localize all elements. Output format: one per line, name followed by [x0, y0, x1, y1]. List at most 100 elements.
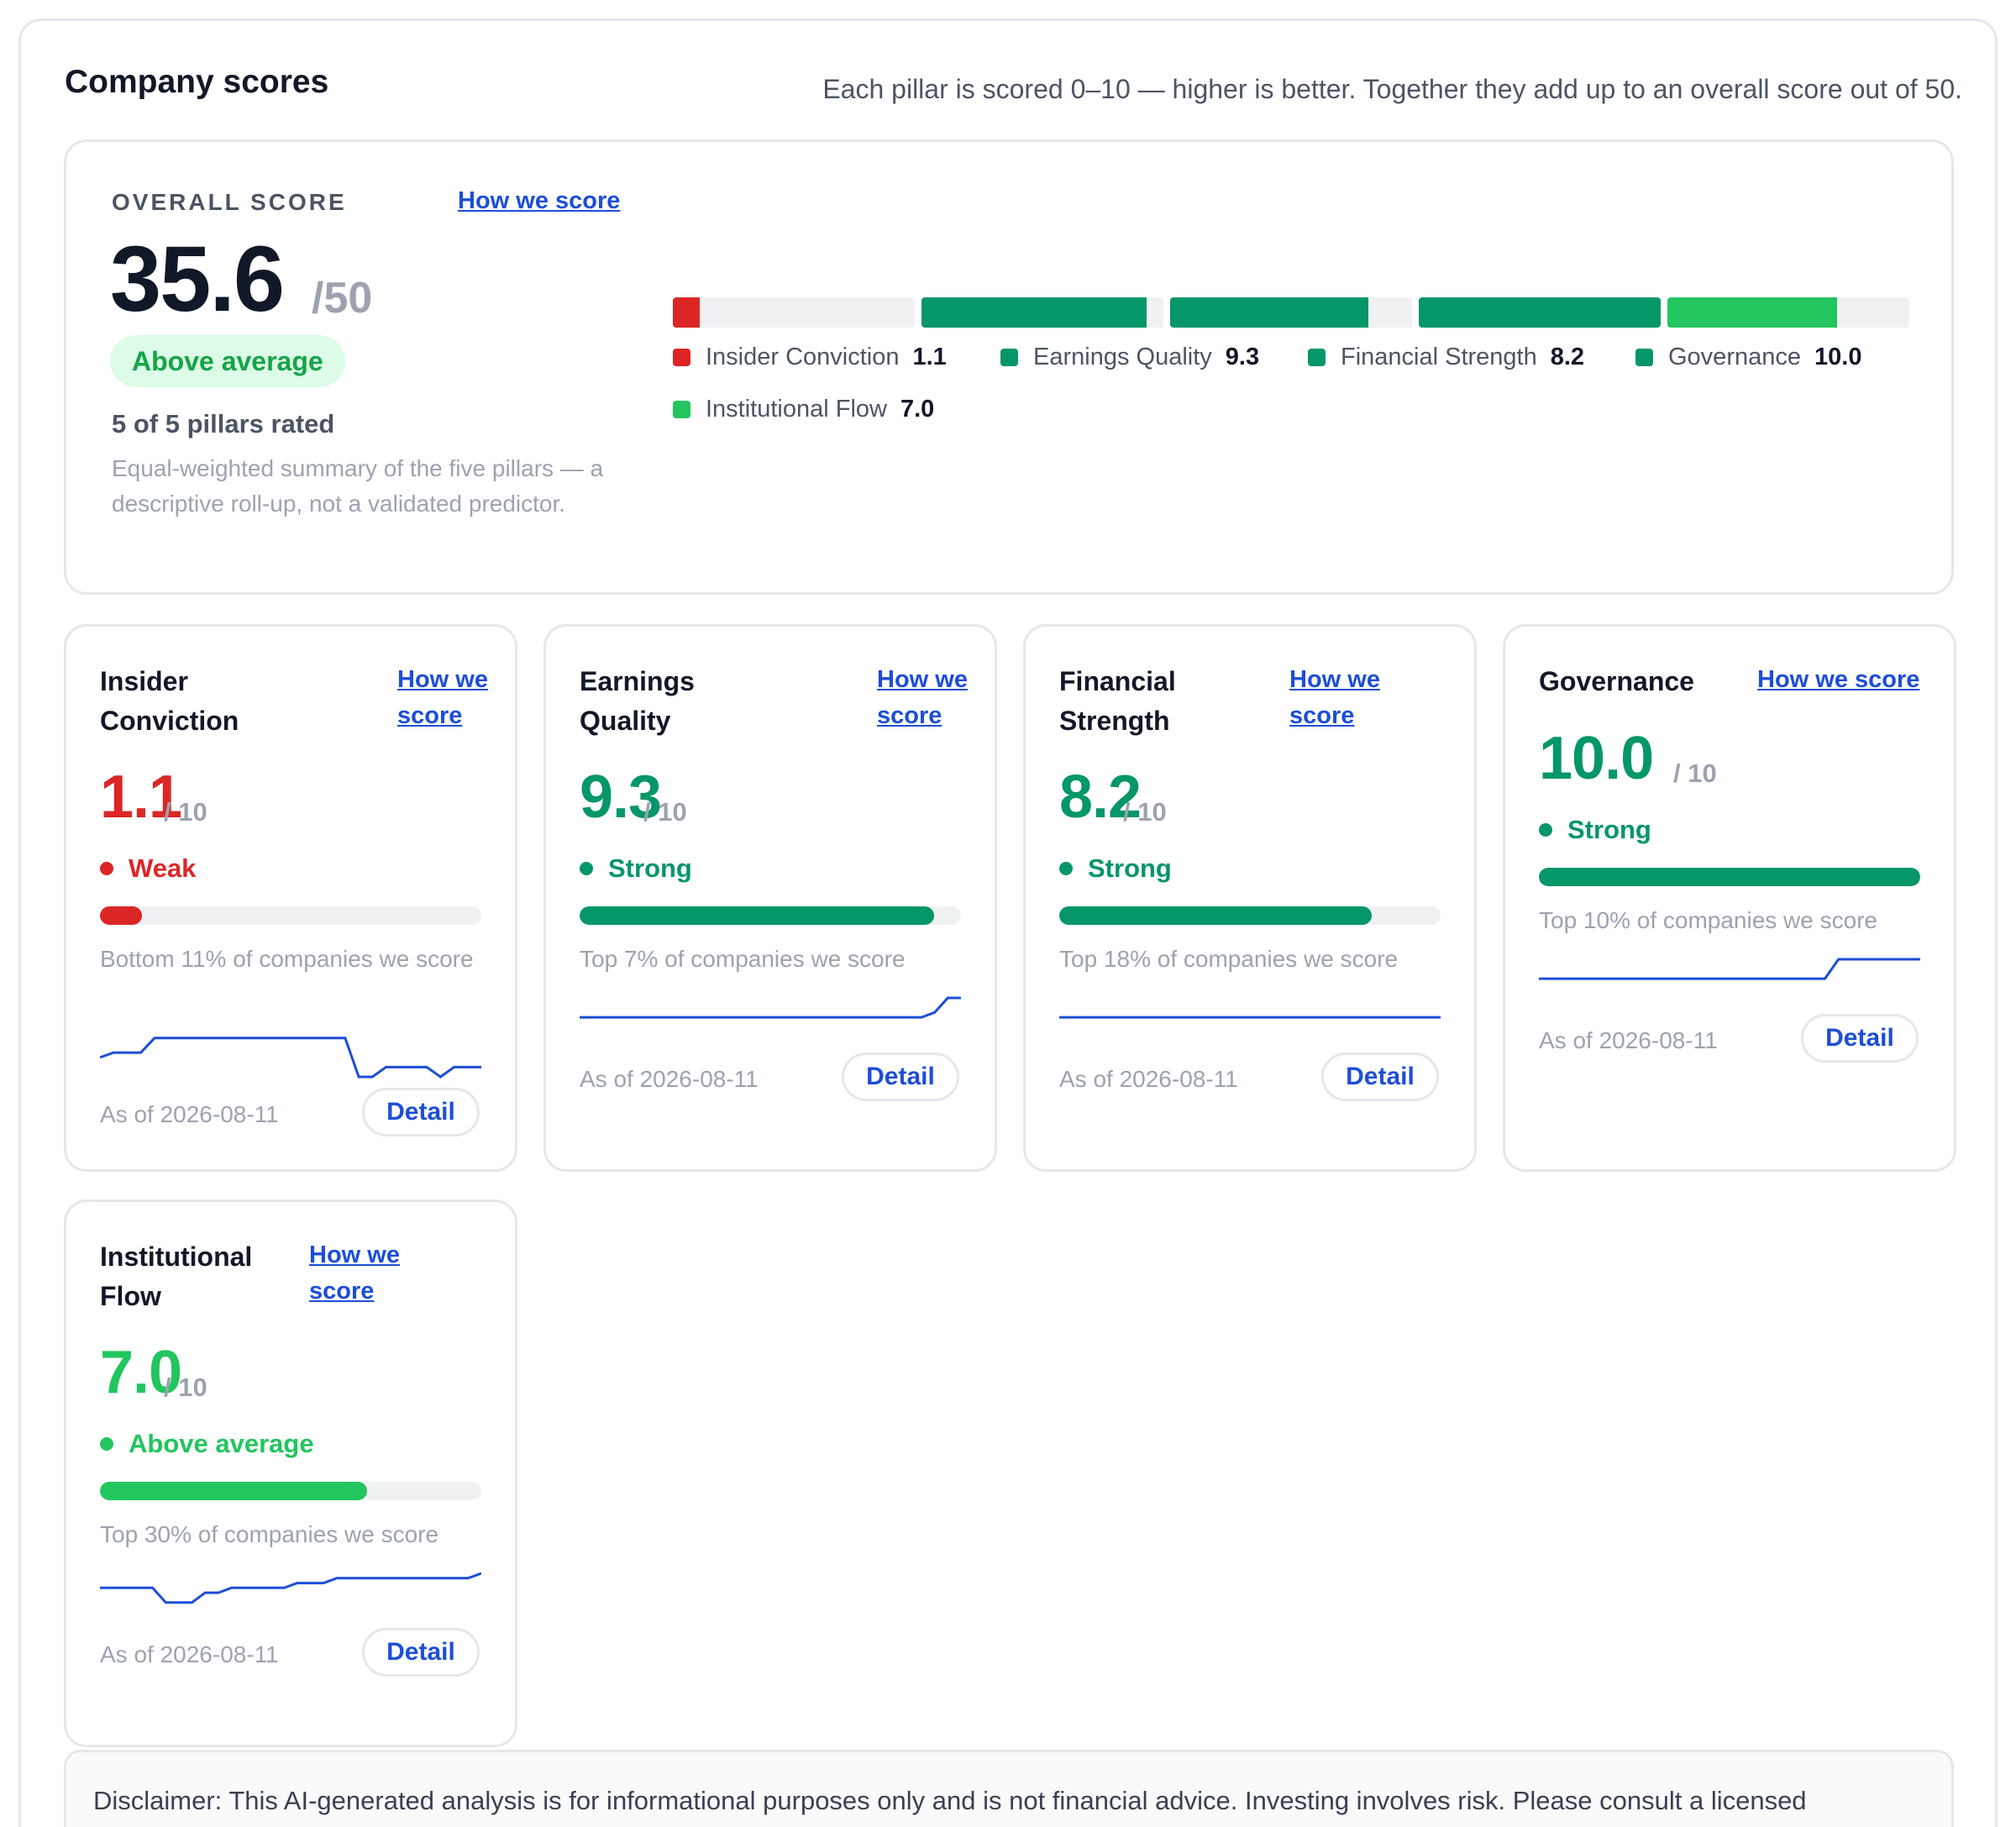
status-label: Strong	[1088, 853, 1172, 883]
pillar-score-max: / 10	[643, 797, 687, 827]
legend-value: 10.0	[1814, 344, 1862, 370]
pillar-as-of-date: As of 2026-08-11	[100, 1101, 279, 1127]
legend-item-institutional-flow: Institutional Flow 7.0	[673, 396, 934, 423]
legend-value: 7.0	[900, 396, 935, 423]
pillar-card-financial-strength: Financial Strength How we score 8.2/ 10 Str…	[1023, 624, 1477, 1172]
legend-item-governance: Governance 10.0	[1635, 344, 1861, 371]
pillar-rank: Top 30% of companies we score	[100, 1521, 439, 1547]
pillar-progress-bar	[100, 1482, 481, 1500]
pillar-progress-bar	[580, 906, 961, 925]
segment-governance	[1419, 297, 1661, 328]
pillar-name: Governance	[1539, 666, 1694, 696]
pillar-status: Above average	[100, 1429, 314, 1459]
pillar-progress-fill	[100, 1482, 367, 1500]
legend-label: Institutional Flow	[706, 396, 887, 423]
segment-fill-insider-conviction	[673, 297, 700, 328]
status-dot	[580, 862, 593, 875]
pillar-name: Earnings Quality	[580, 666, 695, 736]
pillar-score-max: / 10	[164, 1373, 207, 1402]
pillar-as-of-date: As of 2026-08-11	[580, 1066, 759, 1092]
legend-item-financial-strength: Financial Strength 8.2	[1308, 344, 1584, 371]
pillar-progress-fill	[1539, 868, 1920, 886]
legend-value: 1.1	[912, 344, 947, 370]
disclaimer-text: Disclaimer: This AI-generated analysis i…	[93, 1786, 1807, 1815]
status-dot	[1539, 823, 1552, 837]
segment-fill-governance	[1419, 297, 1661, 328]
overall-status-badge: Above average	[110, 335, 345, 387]
status-label: Strong	[608, 853, 692, 883]
status-label: Weak	[129, 853, 197, 883]
disclaimer-box: Disclaimer: This AI-generated analysis i…	[64, 1750, 1954, 1827]
segment-fill-institutional-flow	[1667, 297, 1837, 328]
legend-swatch	[1308, 349, 1326, 366]
how-we-score-link[interactable]: How we score	[1289, 666, 1380, 729]
pillar-progress-fill	[580, 906, 935, 925]
pillar-card-institutional-flow: Institutional Flow How we score 7.0/ 10 Abo…	[64, 1200, 517, 1747]
segment-insider-conviction	[673, 297, 915, 328]
pillar-as-of-date: As of 2026-08-11	[1539, 1027, 1718, 1053]
pillar-progress-fill	[100, 906, 142, 925]
pillar-status: Strong	[580, 853, 692, 884]
how-we-score-link[interactable]: How we score	[877, 666, 968, 729]
pillar-card-insider-conviction: Insider Conviction How we score 1.1/ 10 Wea…	[64, 624, 517, 1172]
pillar-score: 10.0	[1539, 725, 1654, 792]
pillar-score: 9.3	[580, 764, 662, 831]
overall-score-value: 35.6	[110, 228, 285, 331]
overall-description: Equal-weighted summary of the five pilla…	[112, 455, 604, 517]
pillar-trend-sparkline	[100, 1572, 481, 1604]
status-label: Above average	[129, 1429, 314, 1458]
how-we-score-link[interactable]: How we score	[397, 666, 488, 729]
pillar-rank: Top 10% of companies we score	[1539, 907, 1878, 933]
pillar-detail-button[interactable]: Detail	[362, 1088, 480, 1137]
legend-swatch	[1000, 349, 1018, 366]
pillar-score-max: / 10	[1673, 759, 1717, 788]
pillar-as-of-date: As of 2026-08-11	[1059, 1066, 1238, 1092]
pillar-rank: Bottom 11% of companies we score	[100, 946, 474, 972]
legend-item-insider-conviction: Insider Conviction 1.1	[673, 344, 947, 371]
pillar-trend-sparkline	[100, 1037, 481, 1079]
status-dot	[100, 1437, 113, 1451]
pillar-trend-sparkline	[1059, 1016, 1441, 1019]
trend-line	[1539, 958, 1920, 980]
legend-swatch	[1635, 349, 1653, 366]
trend-line	[100, 1572, 481, 1604]
legend-label: Governance	[1668, 344, 1801, 370]
pillar-progress-bar	[1059, 906, 1441, 925]
pillar-trend-sparkline	[580, 996, 961, 1019]
segment-earnings-quality	[921, 297, 1163, 328]
pillar-detail-button[interactable]: Detail	[1321, 1053, 1439, 1101]
pillar-trend-sparkline	[1539, 958, 1920, 980]
overall-score-card: OVERALL SCORE How we score 35.6 /50 Abov…	[64, 139, 1954, 595]
segment-fill-financial-strength	[1170, 297, 1369, 328]
pillar-score: 1.1	[100, 764, 182, 831]
pillars-rated-count: 5 of 5 pillars rated	[112, 409, 335, 438]
legend-swatch	[673, 349, 690, 366]
page-title: Company scores	[65, 64, 329, 100]
pillar-progress-fill	[1059, 906, 1373, 925]
status-dot	[1059, 862, 1073, 875]
legend-label: Financial Strength	[1341, 344, 1537, 370]
how-we-score-link[interactable]: How we score	[309, 1242, 400, 1305]
pillar-detail-button[interactable]: Detail	[362, 1628, 480, 1677]
pillar-card-governance: Governance How we score 10.0 / 10 Strong Top …	[1503, 624, 1956, 1172]
pillar-rank: Top 7% of companies we score	[580, 946, 906, 972]
pillar-score-max: / 10	[1123, 797, 1167, 827]
page-subtitle: Each pillar is scored 0–10 — higher is b…	[822, 74, 1962, 104]
overall-how-we-score-link[interactable]: How we score	[458, 187, 621, 214]
pillar-detail-button[interactable]: Detail	[1801, 1014, 1919, 1063]
how-we-score-link[interactable]: How we score	[1757, 666, 1920, 693]
pillar-as-of-date: As of 2026-08-11	[100, 1641, 279, 1667]
status-label: Strong	[1567, 815, 1651, 844]
pillar-status: Weak	[100, 853, 196, 884]
pillar-score-max: / 10	[164, 797, 207, 827]
pillar-card-earnings-quality: Earnings Quality How we score 9.3/ 10 Stron…	[543, 624, 997, 1172]
pillar-name: Institutional Flow	[100, 1242, 253, 1311]
legend-value: 9.3	[1225, 344, 1260, 370]
overall-score-max: /50	[312, 274, 373, 323]
segment-fill-earnings-quality	[921, 297, 1147, 328]
segment-financial-strength	[1170, 297, 1412, 328]
pillar-name: Financial Strength	[1059, 666, 1176, 736]
trend-line	[580, 996, 961, 1019]
segment-institutional-flow	[1667, 297, 1909, 328]
pillar-detail-button[interactable]: Detail	[842, 1053, 959, 1101]
